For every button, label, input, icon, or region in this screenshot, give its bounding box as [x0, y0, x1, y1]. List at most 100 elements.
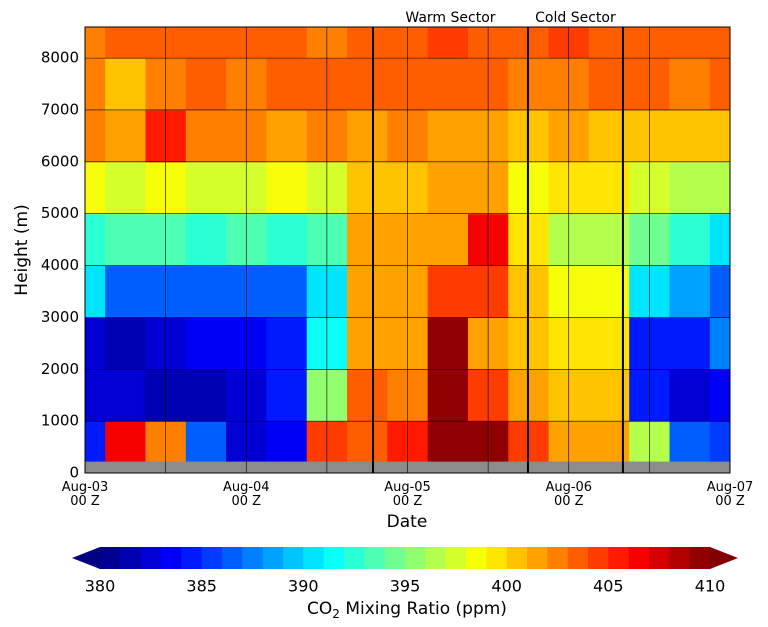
colorbar-bin: [262, 547, 284, 569]
colorbar-bin: [100, 547, 121, 569]
colorbar-tick-label: 405: [593, 577, 624, 596]
contour-cell: [266, 58, 308, 111]
colorbar-bin: [669, 547, 691, 569]
colorbar-bin: [161, 547, 182, 569]
y-tick-label: 1000: [41, 412, 79, 430]
contour-cell: [427, 161, 469, 215]
contour-cell: [427, 27, 469, 59]
contour-cell: [185, 58, 227, 111]
x-tick-label: Aug-04 00 Z: [222, 480, 270, 509]
contour-cell: [266, 369, 308, 422]
colorbar-bin: [140, 547, 162, 569]
contour-cell: [266, 161, 308, 215]
contour-cell: [347, 58, 388, 111]
y-tick-label: 0: [69, 464, 79, 482]
contour-cell: [709, 213, 730, 267]
overlay: 0 1000 2000 3000 4000 5000 6000 7000 8000 Warm Se…: [41, 10, 738, 596]
contour-cell: [105, 369, 146, 422]
colorbar-tick-label: 380: [85, 577, 116, 596]
contour-cell: [347, 109, 388, 163]
contour-cell: [266, 213, 308, 267]
colorbar-label-part: CO: [307, 599, 332, 619]
contour-cell: [347, 27, 388, 59]
contour-cell: [347, 213, 388, 267]
colorbar-label: CO2 Mixing Ratio (ppm): [307, 599, 507, 621]
y-tick-label: 8000: [41, 49, 79, 67]
colorbar-bin: [608, 547, 630, 569]
contour-cell: [709, 109, 730, 163]
colorbar-bin: [486, 547, 508, 569]
contour-cell: [669, 317, 711, 370]
colorbar-bin: [364, 547, 386, 569]
y-tick-label: 2000: [41, 360, 79, 378]
contour-cell: [669, 58, 711, 111]
contour-cell: [669, 369, 711, 422]
colorbar-bin: [649, 547, 670, 569]
x-tick-label: Aug-07 00 Z: [706, 480, 754, 509]
colorbar-bin: [120, 547, 142, 569]
contour-cell: [105, 58, 146, 111]
colorbar-bin: [689, 547, 711, 569]
contour-cell: [85, 369, 106, 422]
colorbar-bin: [588, 547, 609, 569]
colorbar-label-part: Mixing Ratio (ppm): [340, 599, 507, 619]
colorbar-bin: [628, 547, 650, 569]
colorbar-bin: [425, 547, 447, 569]
y-tick-label: 3000: [41, 308, 79, 326]
colorbar-tick-label: 385: [186, 577, 217, 596]
contour-cell: [427, 265, 469, 318]
colorbar-bin: [466, 547, 487, 569]
contour-cell: [709, 421, 730, 473]
contour-cell: [85, 421, 106, 473]
colorbar-bin: [283, 547, 304, 569]
contour-cell: [185, 161, 227, 215]
contour-cell: [105, 27, 146, 59]
contour-cell: [669, 161, 711, 215]
contour-cell: [347, 369, 388, 422]
colorbar-label-part: 2: [332, 607, 340, 621]
colorbar-tick-label: 410: [695, 577, 726, 596]
contour-cell: [427, 213, 469, 267]
contour-cell: [669, 213, 711, 267]
y-axis-label: Height (m): [12, 204, 32, 295]
contour-cell: [85, 213, 106, 267]
colorbar-bin: [323, 547, 345, 569]
contour-cell: [185, 27, 227, 59]
contour-cell: [85, 317, 106, 370]
colorbar-bin: [405, 547, 426, 569]
annotation: Warm Sector: [405, 10, 495, 26]
colorbar-bin: [303, 547, 325, 569]
colorbar-tick-label: 390: [288, 577, 319, 596]
contour-cell: [185, 213, 227, 267]
colorbar-extend-low: [72, 547, 100, 569]
colorbar-bin: [242, 547, 264, 569]
contour-cell: [709, 265, 730, 318]
colorbar-bin: [344, 547, 365, 569]
contour-cell: [266, 317, 308, 370]
contour-cell: [185, 109, 227, 163]
plot-frame: [84, 26, 731, 474]
contour-cell: [669, 27, 711, 59]
colorbar-bin: [547, 547, 569, 569]
contour-cell: [427, 58, 469, 111]
colorbar-bin: [222, 547, 243, 569]
contour-cell: [709, 317, 730, 370]
colorbar-tick-label: 395: [390, 577, 421, 596]
contour-cell: [266, 265, 308, 318]
contour-cell: [85, 58, 106, 111]
contour-cell: [105, 213, 146, 267]
colorbar-tick-label: 400: [491, 577, 522, 596]
colorbar-bin: [567, 547, 589, 569]
contour-cell: [105, 161, 146, 215]
contour-cell: [347, 265, 388, 318]
contour-cell: [709, 369, 730, 422]
colorbar-bin: [201, 547, 223, 569]
contour-cell: [85, 265, 106, 318]
contour-cell: [427, 369, 469, 422]
contour-cell: [105, 265, 146, 318]
contour-cell: [427, 109, 469, 163]
contour-cell: [85, 161, 106, 215]
contour-cell: [185, 369, 227, 422]
contour-cell: [105, 109, 146, 163]
contour-cell: [185, 317, 227, 370]
